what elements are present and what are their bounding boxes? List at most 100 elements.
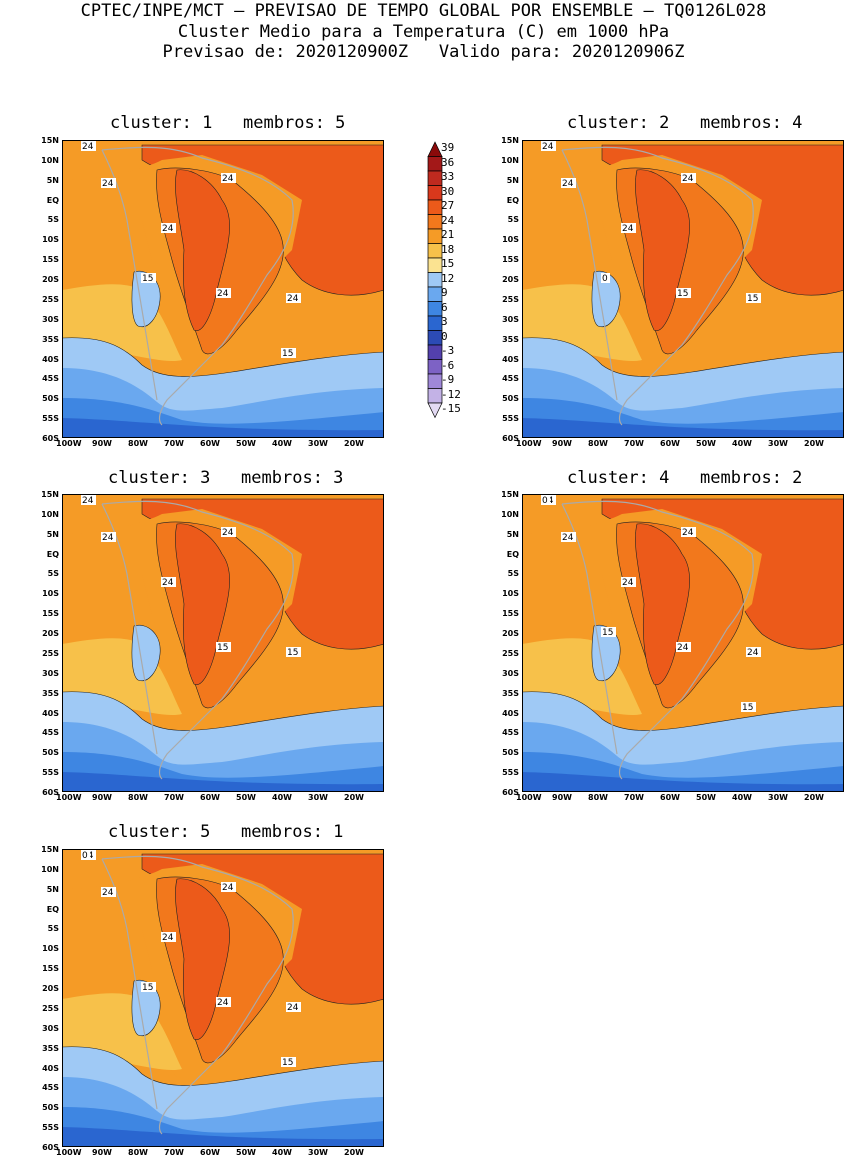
contour-label: 15: [281, 348, 296, 359]
colorbar-label: -9: [441, 373, 455, 386]
contour-label: 24: [161, 577, 176, 588]
svg-text:0: 0: [82, 851, 88, 861]
contour-label: 24: [676, 642, 691, 653]
svg-text:24: 24: [622, 224, 634, 234]
lat-tick-label: 50S: [42, 394, 59, 404]
lat-tick-label: 50S: [42, 748, 59, 758]
lat-tick-label: 30S: [502, 314, 519, 324]
lat-tick-label: 20S: [502, 629, 519, 639]
colorbar-swatch: [427, 402, 443, 419]
lon-tick-label: 80W: [588, 793, 608, 802]
lat-tick-label: 15S: [42, 609, 59, 619]
svg-text:0: 0: [542, 496, 548, 506]
lat-tick-label: 50S: [42, 1103, 59, 1113]
lat-tick-label: EQ: [506, 195, 519, 205]
lat-tick-label: 35S: [502, 688, 519, 698]
lat-tick-label: 30S: [42, 314, 59, 324]
lat-tick-label: 15N: [41, 136, 59, 145]
lon-tick-label: 100W: [56, 439, 82, 448]
contour-label: 24: [101, 887, 116, 898]
colorbar-label: 12: [441, 271, 455, 285]
colorbar-swatch: [427, 315, 443, 331]
lat-tick-label: 55S: [502, 414, 519, 424]
coastline: [101, 500, 294, 780]
colorbar-swatch: [427, 373, 443, 389]
lon-tick-label: 80W: [128, 793, 148, 802]
svg-text:15: 15: [742, 703, 753, 713]
svg-text:24: 24: [82, 496, 94, 506]
svg-text:24: 24: [747, 648, 759, 658]
contour-label: 24: [681, 173, 696, 184]
colorbar-label: 27: [441, 199, 455, 212]
contour-label: 24: [286, 1002, 301, 1013]
lat-tick-label: 60S: [42, 1143, 59, 1152]
lon-tick-label: 30W: [308, 793, 328, 802]
header-line-3: Previsao de: 2020120900Z Valido para: 20…: [162, 42, 685, 62]
lat-tick-label: 35S: [42, 1043, 59, 1053]
colorbar-swatch: [427, 330, 443, 346]
contour-label: 24: [101, 532, 116, 543]
svg-text:24: 24: [562, 533, 574, 543]
lat-tick-label: 60S: [502, 434, 519, 443]
colorbar-swatch: [427, 257, 443, 273]
contour-label: 24: [221, 173, 236, 184]
svg-text:24: 24: [542, 142, 554, 152]
contour-label: 24: [746, 647, 761, 658]
lat-tick-label: 20S: [42, 275, 59, 285]
lat-tick-label: 45S: [502, 374, 519, 384]
lon-tick-label: 80W: [128, 1148, 148, 1157]
temperature-map-5: 24242424242415150: [62, 849, 384, 1147]
lat-tick-label: EQ: [46, 549, 59, 559]
lon-tick-label: 20W: [344, 793, 364, 802]
svg-text:15: 15: [217, 643, 228, 653]
colorbar-swatch: [427, 388, 443, 404]
lat-tick-label: 10N: [41, 155, 59, 165]
svg-text:24: 24: [102, 533, 114, 543]
lat-tick-label: EQ: [506, 549, 519, 559]
svg-text:15: 15: [282, 1058, 293, 1068]
lat-tick-label: 5N: [506, 175, 519, 185]
colorbar-label: 18: [441, 242, 455, 256]
contour-label: 24: [221, 882, 236, 893]
panel-title-2: cluster: 2 membros: 4: [567, 113, 803, 133]
lat-tick-label: 45S: [42, 1083, 59, 1093]
panel-title-1: cluster: 1 membros: 5: [110, 113, 346, 133]
lat-tick-label: 45S: [502, 728, 519, 738]
lon-tick-label: 40W: [272, 1148, 292, 1157]
lon-tick-label: 70W: [164, 793, 184, 802]
lat-tick-label: 25S: [42, 1003, 59, 1013]
contour-label: 24: [81, 495, 96, 506]
contour-label: 24: [681, 527, 696, 538]
lat-tick-label: 5S: [47, 215, 59, 225]
lon-tick-label: 20W: [344, 439, 364, 448]
contour-label: 24: [101, 178, 116, 189]
lon-tick-label: 100W: [56, 793, 82, 802]
temperature-map-2: 24 24 24 24 15 15 0: [522, 140, 844, 438]
colorbar-swatch: [427, 141, 443, 157]
lat-tick-label: 5N: [506, 529, 519, 539]
lat-tick-label: 5S: [507, 215, 519, 225]
lon-tick-label: 100W: [56, 1148, 82, 1157]
panel-title-3: cluster: 3 membros: 3: [108, 468, 344, 488]
lat-tick-label: 40S: [42, 1063, 59, 1073]
lon-tick-label: 100W: [516, 793, 542, 802]
colorbar-label: -6: [441, 358, 455, 372]
lat-tick-label: 40S: [42, 708, 59, 718]
lon-tick-label: 30W: [308, 439, 328, 448]
panel-title-5: cluster: 5 membros: 1: [108, 822, 344, 842]
lat-tick-label: 25S: [42, 648, 59, 658]
lat-tick-label: 55S: [502, 768, 519, 778]
lat-tick-label: 45S: [42, 374, 59, 384]
lat-tick-label: 30S: [42, 1023, 59, 1033]
contour-label: 24: [81, 141, 96, 152]
lon-tick-label: 50W: [236, 1148, 256, 1157]
lon-tick-label: 20W: [804, 439, 824, 448]
svg-text:15: 15: [142, 274, 153, 284]
svg-text:24: 24: [102, 888, 114, 898]
svg-text:24: 24: [222, 174, 234, 184]
lat-tick-label: 35S: [502, 334, 519, 344]
colorbar-swatch: [427, 214, 443, 230]
lon-tick-label: 30W: [768, 793, 788, 802]
contour-label: 15: [676, 288, 691, 299]
lon-tick-label: 50W: [236, 793, 256, 802]
